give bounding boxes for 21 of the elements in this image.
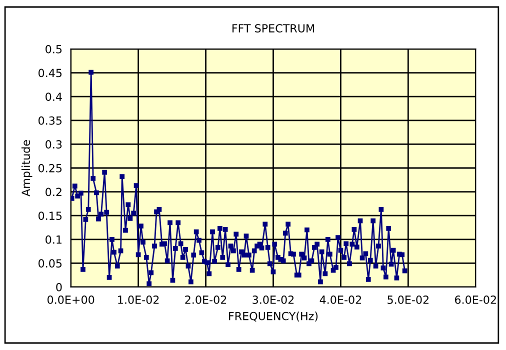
- y-tick-label: 0.2: [46, 188, 62, 196]
- y-tick-label: 0.25: [38, 164, 62, 172]
- x-axis-title: FREQUENCY(Hz): [229, 312, 318, 322]
- y-axis-title: Amplitude: [21, 140, 32, 196]
- x-tick-label: 4.0E-02: [320, 296, 362, 304]
- y-tick-label: 0.15: [38, 212, 62, 220]
- y-tick-label: 0.35: [38, 116, 62, 125]
- y-tick-label: 0: [56, 282, 62, 292]
- x-tick-label: 2.0E-02: [185, 296, 226, 304]
- x-tick-label: 5.0E-02: [388, 296, 428, 304]
- y-tick-label: 0.45: [38, 68, 62, 78]
- x-tick-label: 3.0E-02: [252, 296, 294, 304]
- chart-title: FFT SPECTRUM: [232, 24, 314, 32]
- y-tick-label: 0.5: [46, 44, 62, 54]
- x-tick-label: 0.0E+00: [48, 296, 94, 304]
- y-tick-label: 0.3: [46, 140, 62, 149]
- x-tick-label: 1.0E-02: [118, 296, 159, 304]
- y-tick-label: 0.05: [38, 259, 62, 268]
- x-tick-label: 6.0E-02: [454, 296, 496, 304]
- y-tick-label: 0.1: [46, 235, 62, 244]
- y-tick-label: 0.4: [46, 92, 62, 101]
